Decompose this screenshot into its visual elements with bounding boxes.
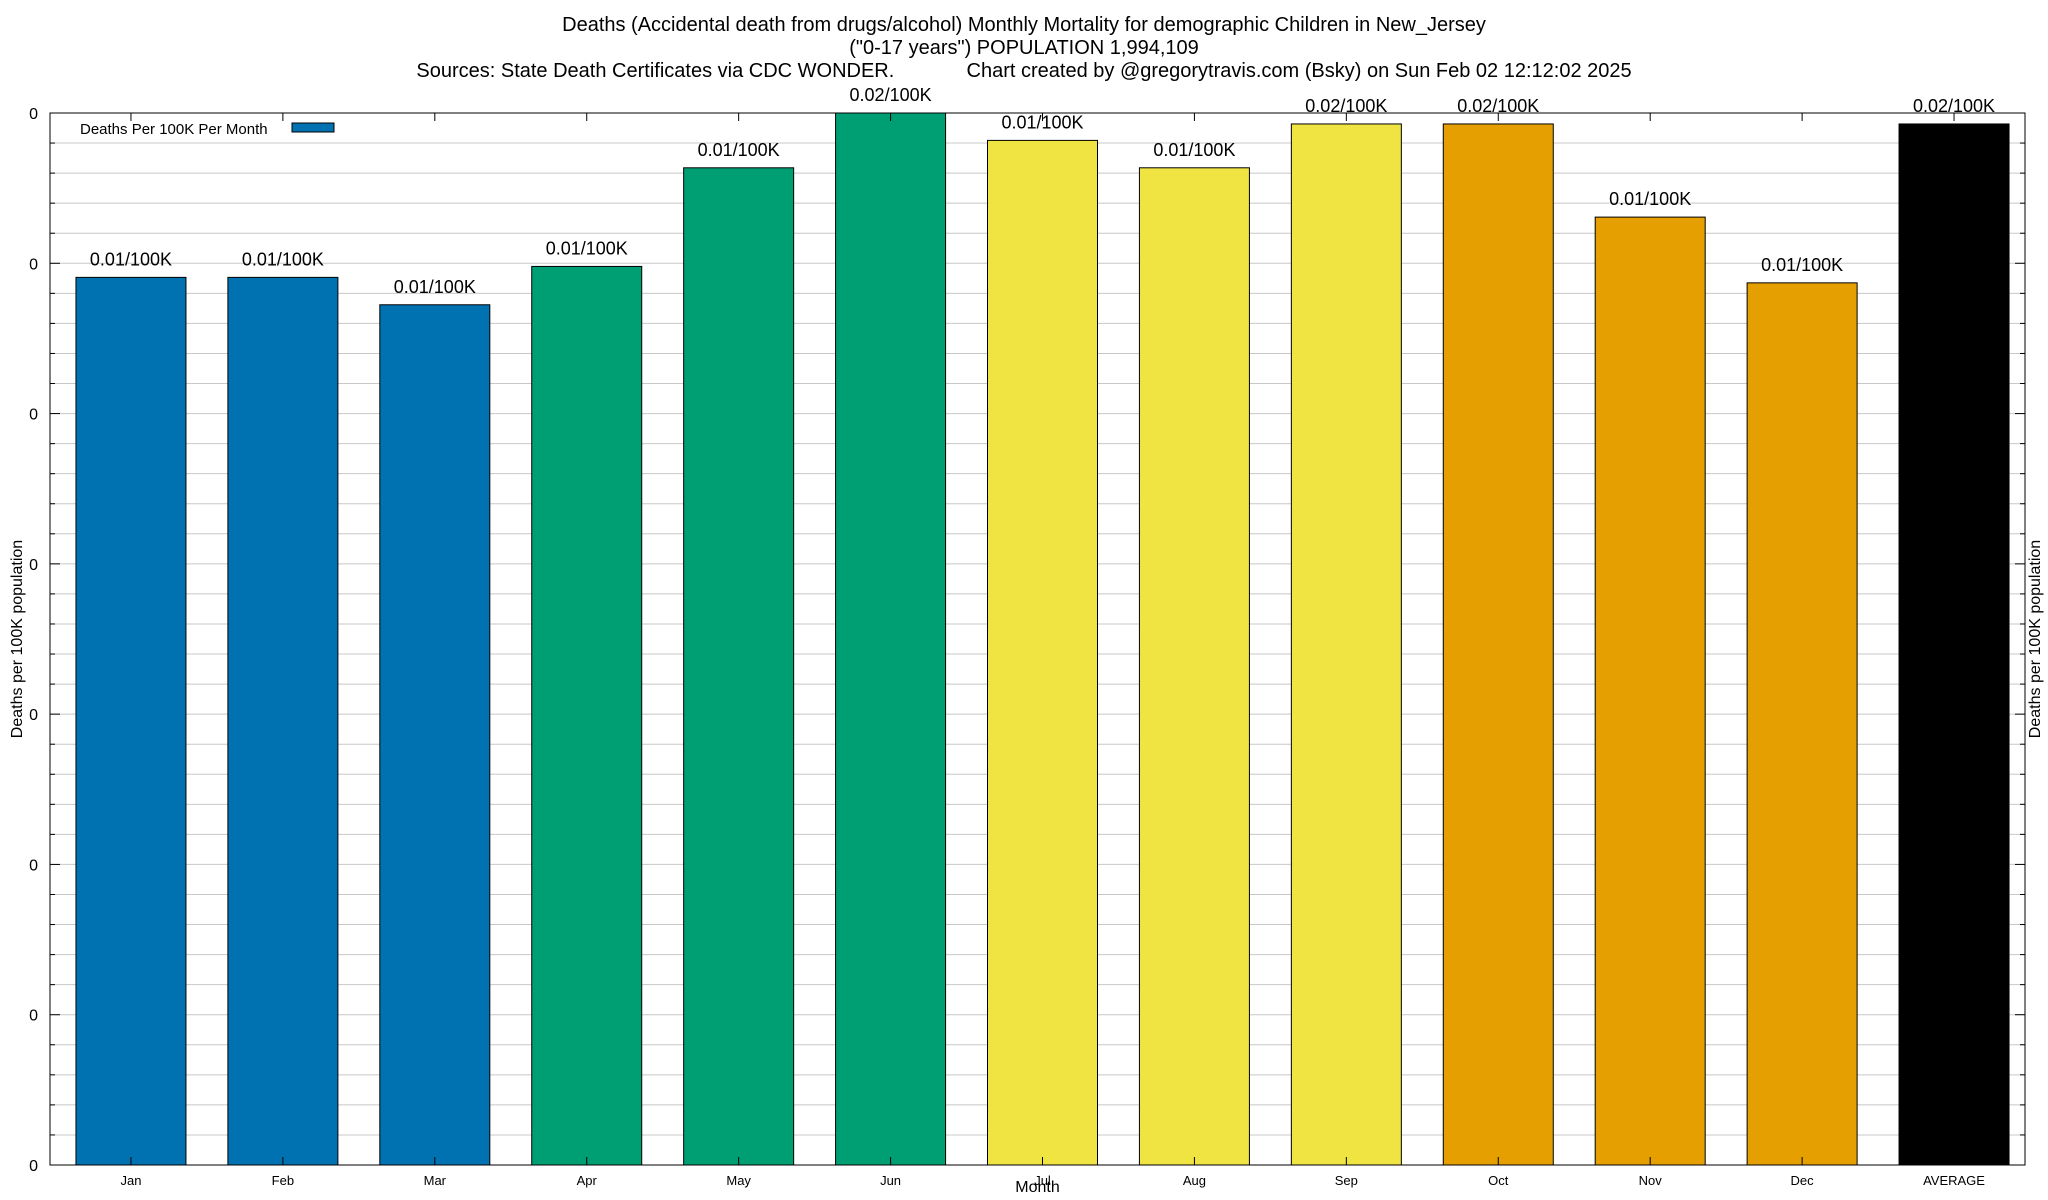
x-axis-label: Month [1015, 1179, 1059, 1196]
bar-aug [1138, 167, 1250, 1166]
x-tick-label: Dec [1791, 1173, 1815, 1188]
data-label: 0.02/100K [850, 85, 932, 105]
chart-source-line: Sources: State Death Certificates via CD… [416, 60, 1632, 82]
y-tick-label: 0 [29, 557, 38, 574]
y-tick-label: 0 [29, 1008, 38, 1025]
bar-sep [1290, 123, 1402, 1166]
x-tick-label: Oct [1488, 1173, 1509, 1188]
data-label: 0.01/100K [90, 249, 172, 269]
y-tick-label: 0 [29, 106, 38, 123]
plot-border [49, 112, 2026, 1166]
data-label: 0.01/100K [1761, 255, 1843, 275]
data-label: 0.02/100K [1457, 96, 1539, 116]
chart-subtitle: ("0-17 years") POPULATION 1,994,109 [849, 37, 1199, 59]
bar-nov [1594, 216, 1706, 1166]
data-label: 0.02/100K [1913, 96, 1995, 116]
bar-mar [379, 304, 491, 1166]
y-tick-label: 0 [29, 707, 38, 724]
legend-label: Deaths Per 100K Per Month [80, 121, 268, 138]
data-label: 0.01/100K [394, 277, 476, 297]
x-tick-label: Jan [120, 1173, 141, 1188]
bar-feb [227, 276, 339, 1166]
bar-may [683, 167, 795, 1166]
x-tick-label: Mar [424, 1173, 447, 1188]
bar-jun [835, 112, 947, 1166]
data-label: 0.01/100K [1001, 112, 1083, 132]
x-tick-label: Jun [880, 1173, 901, 1188]
y-tick-label: 0 [29, 1158, 38, 1175]
data-label: 0.01/100K [698, 140, 780, 160]
x-tick-label: Aug [1183, 1173, 1206, 1188]
chart-title: Deaths (Accidental death from drugs/alco… [562, 14, 1486, 36]
bar-oct [1442, 123, 1554, 1166]
x-tick-label: May [726, 1173, 751, 1188]
bar-jul [987, 139, 1098, 1166]
bar-jan [75, 276, 187, 1166]
chart-title-block: Deaths (Accidental death from drugs/alco… [0, 14, 2048, 83]
y-axis-label: Deaths per 100K population [9, 540, 26, 738]
x-tick-label: Jul [1034, 1173, 1051, 1188]
bar-average [1898, 123, 2010, 1166]
data-label: 0.02/100K [1305, 96, 1387, 116]
y-tick-label: 0 [29, 407, 38, 424]
x-tick-label: Sep [1335, 1173, 1358, 1188]
bar-apr [531, 265, 643, 1166]
x-tick-label: Feb [272, 1173, 294, 1188]
x-tick-label: AVERAGE [1923, 1173, 1985, 1188]
data-label: 0.01/100K [1153, 140, 1235, 160]
legend-swatch [291, 122, 335, 133]
x-tick-label: Apr [577, 1173, 598, 1188]
data-label: 0.01/100K [1609, 189, 1691, 209]
data-label: 0.01/100K [242, 249, 324, 269]
bar-dec [1746, 282, 1858, 1166]
y-axis-label-right: Deaths per 100K population [2027, 540, 2044, 738]
y-tick-label: 0 [29, 256, 38, 273]
y-tick-label: 0 [29, 857, 38, 874]
x-tick-label: Nov [1639, 1173, 1663, 1188]
data-label: 0.01/100K [546, 238, 628, 258]
